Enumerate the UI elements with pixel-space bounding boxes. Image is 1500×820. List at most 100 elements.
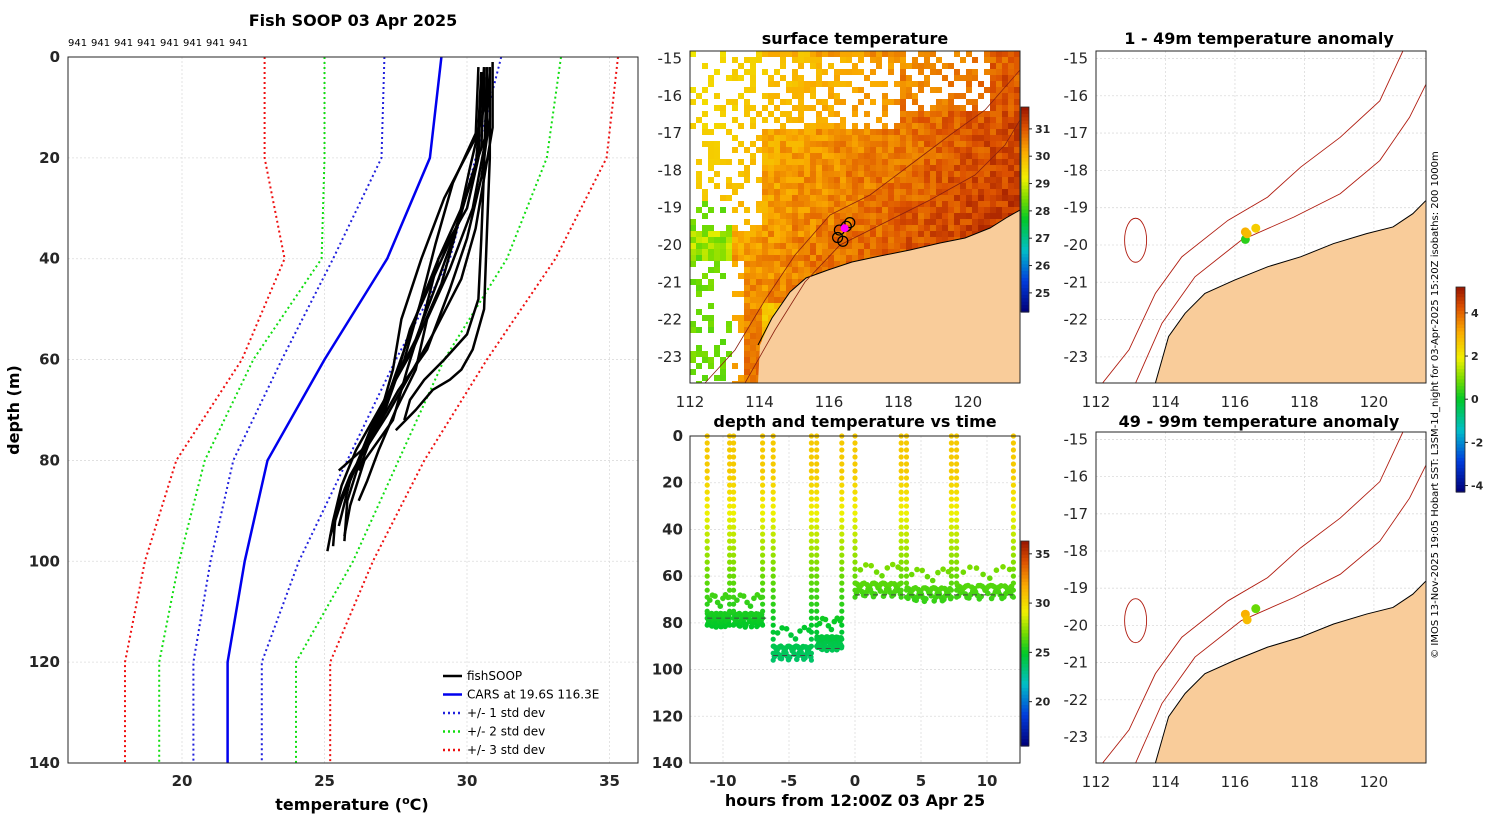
sst-cell <box>948 153 954 159</box>
sst-cell <box>882 219 888 225</box>
ts-xtick: 10 <box>977 772 998 790</box>
sst-cell <box>894 129 900 135</box>
ts-profile-point <box>727 566 733 572</box>
sst-cell <box>834 177 840 183</box>
ts-profile-point <box>808 461 815 467</box>
sst-cell <box>720 57 726 63</box>
sst-cell <box>1014 135 1020 141</box>
sst-colorbar-segment <box>1021 127 1029 132</box>
sst-cell <box>894 231 900 237</box>
sst-cell <box>996 111 1002 117</box>
sst-cell <box>834 159 840 165</box>
sst-cell <box>726 195 732 201</box>
ts-profile-point <box>770 608 776 614</box>
sst-cell <box>726 243 732 249</box>
sst-cell <box>750 81 756 87</box>
sst-cell <box>930 117 936 123</box>
sst-cell <box>984 57 990 63</box>
sst-cell <box>834 195 840 201</box>
sst-cell <box>804 195 810 201</box>
ts-profile-point <box>814 475 820 481</box>
sst-cell <box>768 207 774 213</box>
sst-cell <box>798 261 804 267</box>
sst-cell <box>762 117 768 123</box>
sst-cell <box>792 117 798 123</box>
profile-fish-cast <box>357 67 480 471</box>
sst-colorbar-segment <box>1021 165 1029 170</box>
ts-profile-point <box>1010 475 1017 481</box>
sst-cell <box>942 219 948 225</box>
sst-cell <box>822 195 828 201</box>
sst-cell <box>816 243 822 249</box>
sst-cell <box>936 219 942 225</box>
sst-cell <box>912 171 918 177</box>
sst-cell <box>792 219 798 225</box>
ts-profile-point <box>903 468 910 474</box>
sst-cell <box>954 123 960 129</box>
sst-cell <box>1008 105 1014 111</box>
sst-colorbar-segment <box>1021 240 1029 245</box>
sst-cell <box>744 111 750 117</box>
sst-cell <box>702 375 708 381</box>
sst-cell <box>948 231 954 237</box>
sst-cell <box>816 51 822 57</box>
ts-profile-point <box>770 475 776 481</box>
ts-profile-point <box>898 587 904 593</box>
sst-cell <box>912 57 918 63</box>
ts-profile-point <box>954 594 960 600</box>
sst-cell <box>822 219 828 225</box>
sst-cell <box>930 189 936 195</box>
sst-cell <box>966 51 972 57</box>
ts-profile-point <box>808 524 815 530</box>
profile-ytick: 60 <box>39 351 60 369</box>
ts-colorbar-segment <box>1021 718 1029 723</box>
sst-cell <box>900 57 906 63</box>
sst-cell <box>912 99 918 105</box>
sst-cell <box>738 237 744 243</box>
sst-cell <box>786 285 792 291</box>
ts-profile-point <box>898 475 904 481</box>
sst-cell <box>936 189 942 195</box>
sst-cell <box>816 237 822 243</box>
anom-colorbar-segment <box>1456 468 1465 473</box>
sst-cell <box>894 201 900 207</box>
sst-cell <box>894 123 900 129</box>
sst-cell <box>960 111 966 117</box>
sst-cell <box>1008 183 1014 189</box>
sst-cell <box>972 225 978 231</box>
sst-cell <box>840 159 846 165</box>
sst-cell <box>744 291 750 297</box>
ts-profile-point <box>839 503 845 509</box>
sst-cell <box>756 327 762 333</box>
ts-profile-point <box>954 440 960 446</box>
sst-cell <box>876 57 882 63</box>
sst-cell <box>816 135 822 141</box>
sst-cell <box>996 177 1002 183</box>
anom-colorbar-segment <box>1456 444 1465 449</box>
sst-title: surface temperature <box>762 29 949 48</box>
sst-cell <box>780 129 786 135</box>
sst-cell <box>864 231 870 237</box>
ts-colorbar-segment <box>1021 657 1029 662</box>
anom-colorbar-segment <box>1456 481 1465 486</box>
ts-profile-point <box>704 538 710 544</box>
sst-cell <box>774 135 780 141</box>
ts-profile-point <box>808 580 815 586</box>
sst-cell <box>900 177 906 183</box>
sst-colorbar-segment <box>1021 168 1029 173</box>
ts-profile-point <box>808 510 815 516</box>
sst-cell <box>978 117 984 123</box>
sst-cell <box>786 81 792 87</box>
legend-label: fishSOOP <box>467 669 522 683</box>
sst-cell <box>990 57 996 63</box>
sst-cell <box>954 225 960 231</box>
ts-profile-point <box>704 461 710 467</box>
ts-profile-point <box>839 545 845 551</box>
sst-cell <box>960 165 966 171</box>
sst-cell <box>780 249 786 255</box>
ts-profile-point <box>903 531 910 537</box>
sst-cell <box>738 159 744 165</box>
sst-cell <box>762 147 768 153</box>
sst-cell <box>966 153 972 159</box>
ts-bottom-point <box>740 593 747 599</box>
